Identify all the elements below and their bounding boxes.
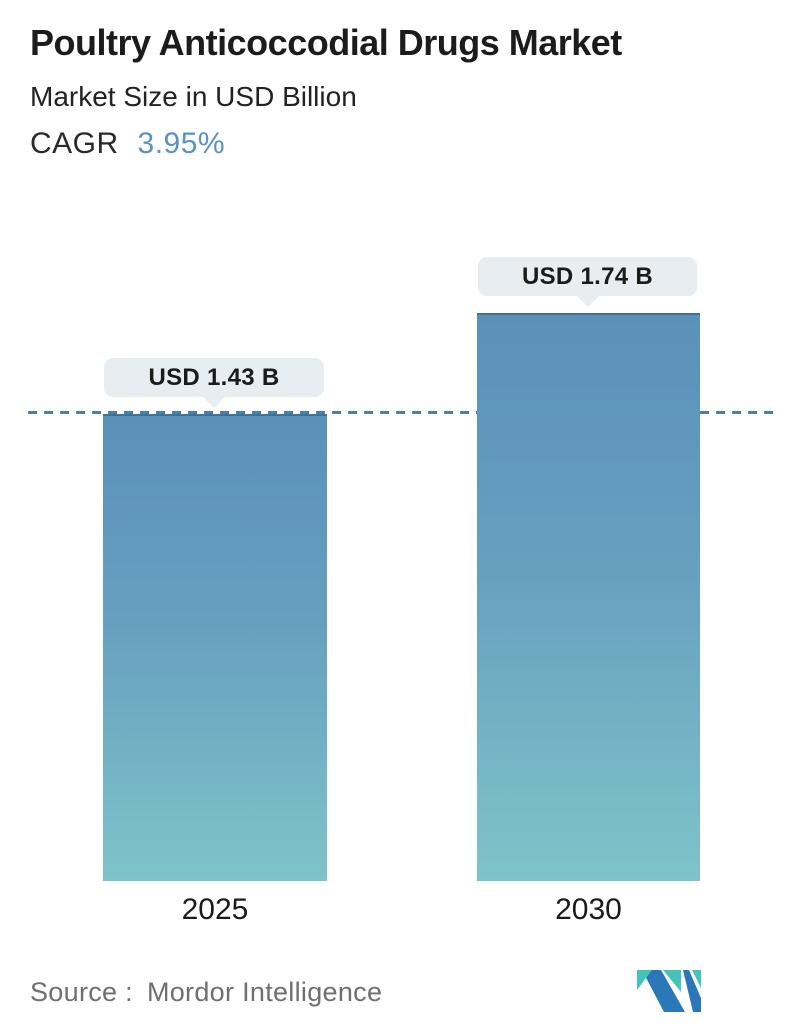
cagr-line: CAGR 3.95% xyxy=(30,127,770,161)
bar-2025 xyxy=(103,414,327,881)
cagr-value: 3.95% xyxy=(137,127,226,161)
page-title: Poultry Anticoccodial Drugs Market xyxy=(30,22,622,63)
value-callout-2025: USD 1.43 B xyxy=(104,358,324,397)
reference-dashed-line xyxy=(28,411,775,414)
bar-2030 xyxy=(477,313,700,881)
chart-subtitle: Market Size in USD Billion xyxy=(30,81,357,113)
axis-label-2030: 2030 xyxy=(555,893,622,926)
mordor-intelligence-logo xyxy=(637,970,701,1012)
value-callout-2030: USD 1.74 B xyxy=(478,257,697,296)
axis-label-2025: 2025 xyxy=(181,893,249,926)
source-label: Source : xyxy=(30,977,133,1007)
value-label-2025: USD 1.43 B xyxy=(148,363,280,391)
chart-header: Poultry Anticoccodial Drugs Market Marke… xyxy=(30,22,770,161)
cagr-label: CAGR xyxy=(30,127,119,161)
value-label-2030: USD 1.74 B xyxy=(521,262,654,290)
source-name: Mordor Intelligence xyxy=(146,977,383,1007)
source-line: Source : Mordor Intelligence xyxy=(30,977,382,1008)
